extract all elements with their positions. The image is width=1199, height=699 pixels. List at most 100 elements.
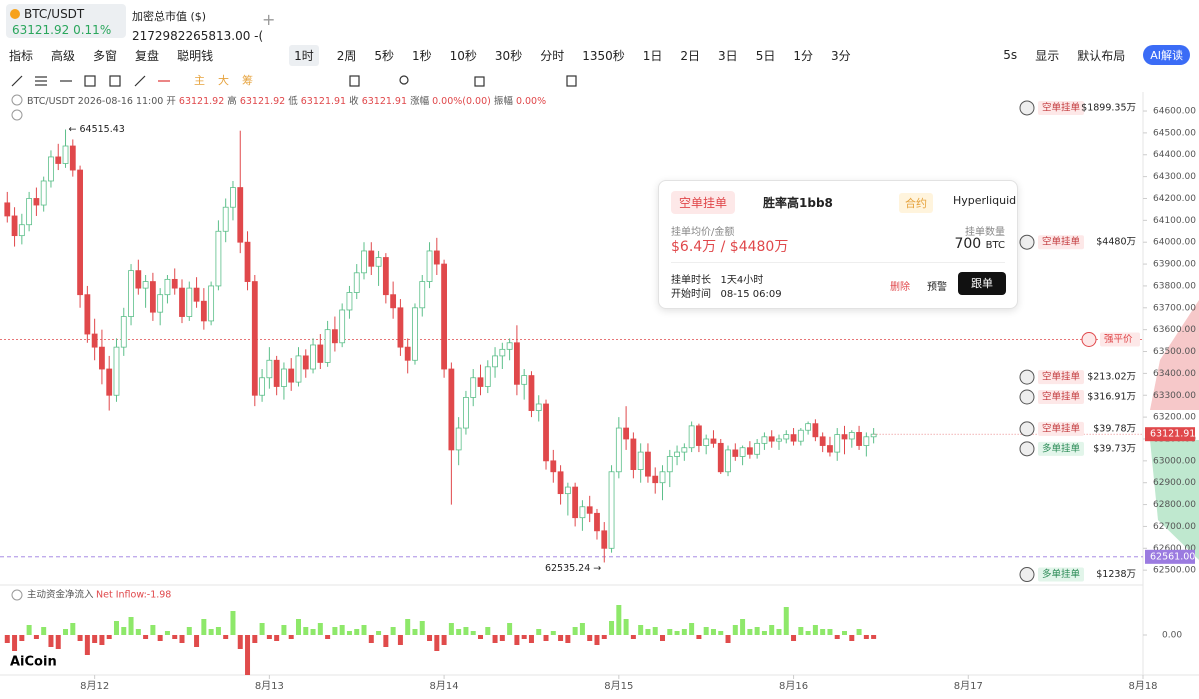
inflow-bar: [761, 631, 767, 635]
tool-button[interactable]: 复盘: [135, 48, 160, 63]
order-side-bg: [1038, 441, 1084, 456]
inflow-bar: [492, 635, 498, 643]
interval-button[interactable]: 1日: [642, 48, 663, 63]
right-button[interactable]: 显示: [1035, 48, 1060, 63]
inflow-bar: [528, 635, 534, 643]
legend-value: 63121.92: [240, 96, 285, 107]
candle-body: [601, 530, 608, 549]
tab2[interactable]: 加密总市值 ($) 2172982265813.00 -(: [132, 8, 263, 43]
candle-body: [608, 471, 615, 549]
inflow-bar: [710, 629, 716, 635]
interval-button[interactable]: 30秒: [494, 48, 523, 63]
candle-body: [310, 344, 316, 370]
candle-body: [419, 281, 426, 309]
interval-button[interactable]: 分时: [540, 48, 565, 63]
candle-body: [91, 333, 98, 348]
interval-button[interactable]: 1秒: [412, 48, 432, 63]
ai-button[interactable]: AI解读: [1143, 45, 1190, 65]
interval-button[interactable]: 10秒: [449, 48, 477, 63]
candle-body: [426, 250, 433, 282]
inflow-bar: [842, 631, 848, 635]
candle-body: [513, 342, 520, 385]
order-side-bg: [1038, 421, 1084, 436]
inflow-bar: [863, 635, 869, 639]
symbol-tab[interactable]: BTC/USDT 63121.92 0.11%: [6, 4, 126, 38]
collapse-icon[interactable]: [11, 94, 23, 106]
more-icon[interactable]: [11, 109, 23, 121]
right-button[interactable]: 默认布局: [1077, 48, 1126, 63]
order-icon: [1019, 567, 1035, 583]
inflow-bar: [652, 627, 658, 635]
interval-button[interactable]: 5秒: [374, 48, 394, 63]
y-tick-label: 64400.00: [1153, 150, 1196, 160]
candle-body: [739, 447, 746, 457]
inflow-bar: [521, 635, 527, 639]
candle-body: [659, 471, 666, 484]
symbol: BTC/USDT: [27, 96, 75, 107]
candle-body: [106, 368, 113, 396]
inflow-bar: [230, 611, 236, 635]
tool-label: 主: [194, 74, 205, 87]
interval-button[interactable]: 3分: [830, 48, 851, 63]
legend-value: 0.00%(0.00): [432, 96, 491, 107]
candle-body: [470, 377, 477, 398]
candle-body: [368, 250, 375, 267]
tool-button[interactable]: 聪明钱: [177, 48, 214, 63]
follow-button[interactable]: 跟单: [958, 272, 1006, 295]
candle-body: [215, 230, 222, 287]
inflow-bar: [820, 629, 826, 635]
tool-button[interactable]: 多窗: [93, 48, 118, 63]
current-price-label: 63121.91: [1150, 429, 1195, 440]
candle-body: [615, 427, 622, 473]
candle-body: [77, 169, 83, 296]
y-tick-label: 64100.00: [1153, 216, 1196, 226]
y-tick-label: 62800.00: [1153, 500, 1196, 510]
depth-ask: [1150, 300, 1199, 410]
inflow-bar: [871, 635, 877, 639]
candle-body: [353, 272, 360, 293]
inflow-bar: [514, 635, 520, 645]
inflow-bar: [77, 635, 83, 641]
inflow-bar: [674, 631, 680, 635]
order-popup: 空单挂单 胜率高1bb8 合约 Hyperliquid 挂单均价/金额 $6.4…: [658, 180, 1018, 309]
inflow-bar: [70, 623, 76, 635]
inflow-bar: [33, 635, 39, 639]
candle-body: [717, 442, 724, 473]
candle-body: [681, 447, 688, 453]
tool-button[interactable]: 指标: [9, 48, 34, 63]
candle-body: [412, 307, 418, 361]
x-tick-label: 8月13: [255, 680, 284, 692]
interval-button[interactable]: 3日: [718, 48, 738, 63]
interval-button[interactable]: 5日: [755, 48, 776, 63]
order-amount: $1899.35万: [1081, 102, 1136, 113]
duration-label: 挂单时长: [671, 275, 711, 286]
candle-body: [492, 355, 498, 368]
inflow-bar: [660, 635, 666, 641]
candle-body: [841, 434, 848, 440]
delete-button[interactable]: 删除: [890, 282, 910, 293]
inflow-bar: [26, 625, 32, 635]
add-tab[interactable]: +: [262, 10, 276, 29]
candle-body: [819, 436, 826, 446]
alert-button[interactable]: 预警: [927, 282, 947, 293]
candle-body: [48, 156, 54, 182]
inflow-bar: [434, 635, 440, 651]
candle-body: [164, 278, 171, 296]
interval-button[interactable]: 1分: [793, 48, 813, 63]
interval-button[interactable]: 2周: [336, 48, 357, 63]
interval-button[interactable]: 1350秒: [582, 48, 625, 63]
inflow-bar: [245, 635, 251, 675]
interval-button[interactable]: 2日: [680, 48, 701, 63]
indicator-collapse[interactable]: [11, 589, 23, 601]
tool-button[interactable]: 高级: [51, 48, 76, 63]
liquidation-tag-bg: [1100, 332, 1140, 347]
order-tag: 多单挂单 $39.73万: [1019, 441, 1136, 457]
inflow-bar: [48, 635, 54, 647]
inflow-bar: [259, 623, 265, 635]
inflow-bar: [405, 619, 411, 635]
inflow-bar: [579, 623, 585, 635]
interval-button[interactable]: 1时: [289, 44, 319, 66]
inflow-bar: [456, 629, 462, 635]
right-button[interactable]: 5s: [1003, 48, 1018, 62]
popup-exchange: Hyperliquid: [953, 194, 1017, 207]
